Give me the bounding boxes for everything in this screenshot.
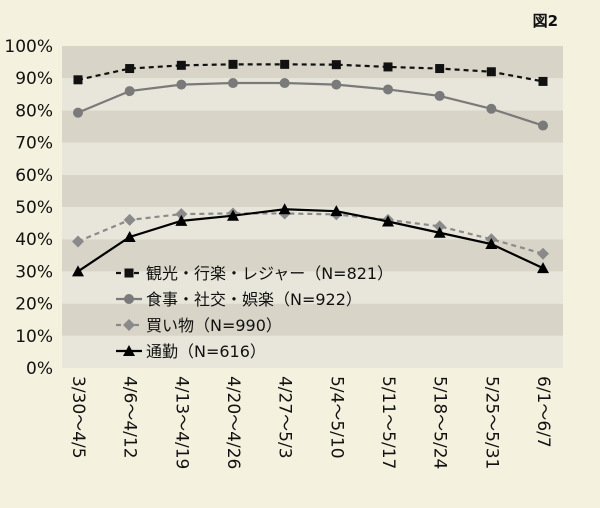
data-point (279, 78, 290, 89)
grid-band (62, 271, 563, 304)
data-point (175, 208, 188, 221)
data-point (538, 120, 548, 131)
data-point (123, 213, 136, 226)
x-tick-label: 4/13～4/19 (171, 376, 191, 469)
data-point (331, 79, 342, 90)
legend-marker-diamond (123, 319, 135, 331)
x-tick-label: 4/27～5/3 (275, 376, 295, 459)
data-point (280, 59, 290, 69)
data-point (537, 247, 549, 260)
data-point (125, 64, 135, 74)
data-point (175, 214, 188, 226)
series-line (77, 63, 544, 83)
data-point (486, 103, 497, 114)
data-point (485, 238, 498, 250)
grid-band (62, 110, 563, 143)
series-line (77, 208, 544, 273)
grid-band (62, 142, 563, 175)
figure-label: 図2 (533, 12, 558, 30)
data-point (433, 220, 446, 233)
data-point (227, 209, 239, 221)
x-tick-label: 3/30～4/5 (68, 376, 88, 459)
legend-label: 買い物（N=990） (146, 316, 282, 335)
data-point (123, 230, 136, 242)
data-point (73, 75, 83, 85)
data-point (330, 205, 343, 217)
legend-marker-circle (124, 294, 134, 304)
y-tick-label: 50% (15, 198, 53, 218)
data-point (72, 265, 84, 277)
data-point (433, 226, 446, 238)
data-point (331, 60, 341, 70)
data-point (176, 60, 186, 70)
grid-band (62, 46, 563, 79)
data-point (435, 64, 445, 74)
legend-marker-square (124, 268, 134, 278)
series-line (77, 81, 544, 127)
data-point (486, 67, 496, 77)
legend-label: 観光・行楽・レジャー（N=821） (146, 264, 393, 283)
plot-background-bands (62, 46, 563, 368)
legend-label: 食事・社交・娯楽（N=922） (146, 290, 362, 309)
data-point (434, 90, 445, 101)
series-triangle (72, 203, 549, 277)
data-point (537, 262, 549, 274)
legend: 観光・行楽・レジャー（N=821） 食事・社交・娯楽（N=922） 買い物（N=99… (116, 264, 393, 361)
y-axis-tick-labels: 0% 10% 20% 30% 40% 50% 60% 70% 80% 90% 100% (4, 37, 53, 379)
data-point (124, 86, 135, 97)
series-lines (72, 59, 549, 277)
y-tick-label: 90% (15, 69, 53, 89)
data-point (538, 76, 548, 86)
x-tick-label: 5/11～5/17 (378, 376, 398, 469)
y-tick-label: 80% (15, 101, 53, 121)
x-tick-label: 4/6～4/12 (120, 376, 140, 459)
x-tick-label: 5/25～5/31 (481, 376, 501, 469)
grid-band (62, 303, 563, 336)
data-point (382, 215, 394, 227)
grid-band (62, 335, 563, 368)
x-tick-label: 6/1～6/7 (533, 376, 553, 448)
legend-marker-triangle (123, 345, 135, 356)
data-point (228, 59, 238, 69)
series-circle (73, 78, 548, 131)
x-tick-label: 4/20～4/26 (223, 376, 243, 469)
y-tick-label: 70% (15, 134, 53, 154)
data-point (176, 79, 187, 90)
x-axis-tick-labels: 3/30～4/5 4/6～4/12 4/13～4/19 4/20～4/26 4/27～5… (68, 376, 553, 469)
data-point (383, 62, 393, 72)
y-tick-label: 30% (15, 262, 53, 282)
y-tick-label: 20% (15, 295, 53, 315)
y-tick-label: 100% (4, 37, 53, 57)
x-tick-label: 5/18～5/24 (430, 376, 450, 469)
data-point (383, 84, 393, 95)
data-point (72, 235, 84, 248)
data-point (278, 203, 291, 215)
y-tick-label: 10% (15, 327, 53, 347)
grid-band (62, 239, 563, 272)
series-line (77, 212, 544, 255)
series-square (73, 59, 548, 86)
y-tick-label: 40% (15, 230, 53, 250)
grid-band (62, 207, 563, 240)
y-tick-label: 0% (26, 359, 53, 379)
data-point (228, 78, 238, 89)
x-tick-label: 5/4～5/10 (326, 376, 346, 459)
y-tick-label: 60% (15, 166, 53, 186)
legend-label: 通勤（N=616） (146, 342, 266, 361)
data-point (73, 107, 83, 118)
grid-band (62, 174, 563, 207)
